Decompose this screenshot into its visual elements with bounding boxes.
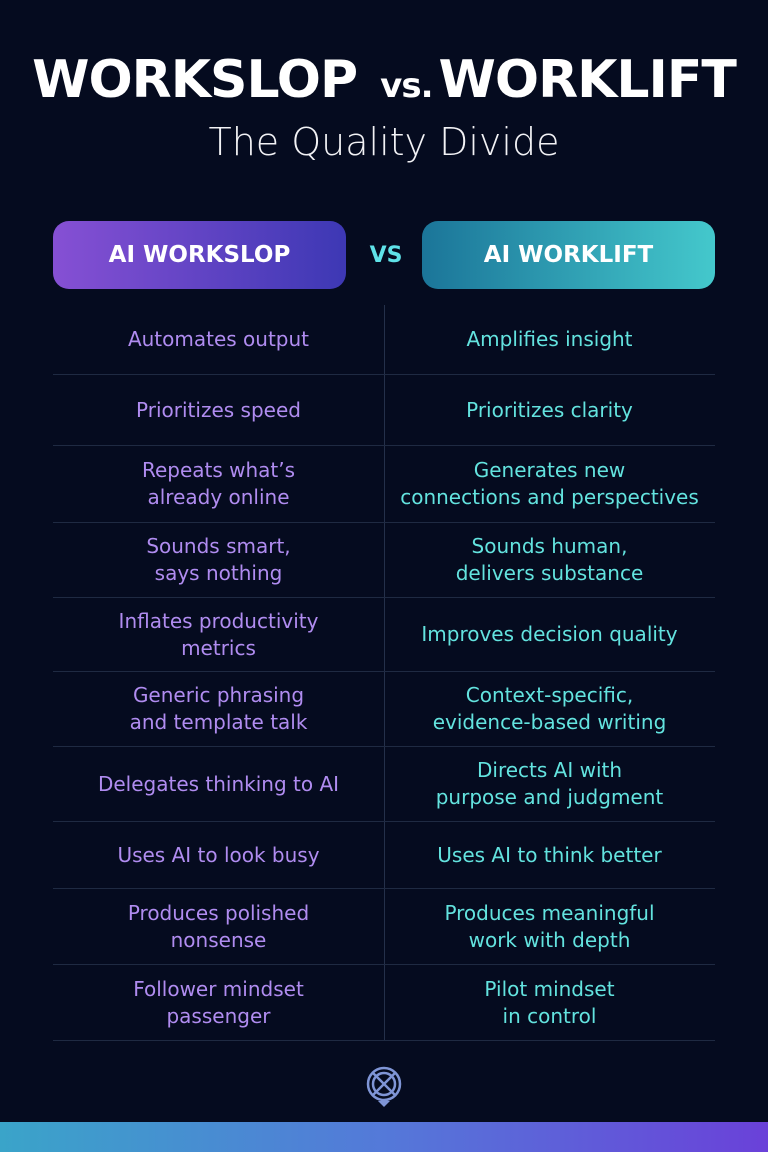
workslop-header: AI WORKSLOP <box>53 221 346 289</box>
table-row: Follower mindset passenger Pilot mindset … <box>53 965 715 1041</box>
workslop-trait: Repeats what’s already online <box>141 458 296 509</box>
table-row: Produces polished nonsense Produces meani… <box>53 889 715 965</box>
workslop-trait: Follower mindset passenger <box>133 976 304 1028</box>
comparison-table: Automates output Amplifies insight Priorit… <box>53 305 715 1041</box>
workslop-trait: Generic phrasing and template talk <box>129 683 308 734</box>
worklift-trait: Improves decision quality <box>421 622 678 646</box>
workslop-trait: Automates output <box>127 327 310 351</box>
logo-icon <box>366 1066 402 1107</box>
workslop-trait: Delegates thinking to AI <box>97 771 340 796</box>
worklift-trait: Directs AI with purpose and judgment <box>435 758 664 809</box>
table-row: Automates output Amplifies insight <box>53 305 715 375</box>
table-row: Prioritizes speed Prioritizes clarity <box>53 375 715 446</box>
worklift-trait: Generates new connections and perspectiv… <box>400 458 699 509</box>
workslop-trait: Uses AI to look busy <box>117 842 320 867</box>
bottom-gradient-bar <box>0 1122 768 1152</box>
workslop-trait: Prioritizes speed <box>136 397 301 422</box>
worklift-trait: Context-specific, evidence-based writing <box>432 683 667 734</box>
worklift-trait: Sounds human, delivers substance <box>455 534 644 585</box>
table-row: Sounds smart, says nothing Sounds human, … <box>53 523 715 598</box>
column-divider <box>384 305 385 1041</box>
workslop-trait: Sounds smart, says nothing <box>146 534 291 585</box>
title-right: WORKLIFT <box>438 50 737 110</box>
worklift-trait: Uses AI to think better <box>437 842 662 867</box>
table-row: Repeats what’s already online Generates n… <box>53 446 715 523</box>
table-row: Inflates productivity metrics Improves de… <box>53 598 715 672</box>
worklift-trait: Prioritizes clarity <box>466 397 633 422</box>
workslop-trait: Inflates productivity metrics <box>118 608 319 660</box>
workslop-trait: Produces polished nonsense <box>127 900 310 952</box>
title-vs: vs. <box>380 66 433 106</box>
table-row: Delegates thinking to AI Directs AI with … <box>53 747 715 822</box>
page-title: WORKSLOP vs. WORKLIFT <box>0 50 768 110</box>
worklift-trait: Pilot mindset in control <box>484 976 615 1028</box>
table-row: Generic phrasing and template talk Contex… <box>53 672 715 747</box>
worklift-trait: Amplifies insight <box>466 327 633 351</box>
worklift-trait: Produces meaningful work with depth <box>444 900 655 952</box>
subtitle: The Quality Divide <box>208 120 560 164</box>
title-left: WORKSLOP <box>32 50 358 110</box>
worklift-header: AI WORKLIFT <box>422 221 715 289</box>
table-row: Uses AI to look busy Uses AI to think bet… <box>53 822 715 889</box>
vs-label: VS <box>369 243 403 268</box>
